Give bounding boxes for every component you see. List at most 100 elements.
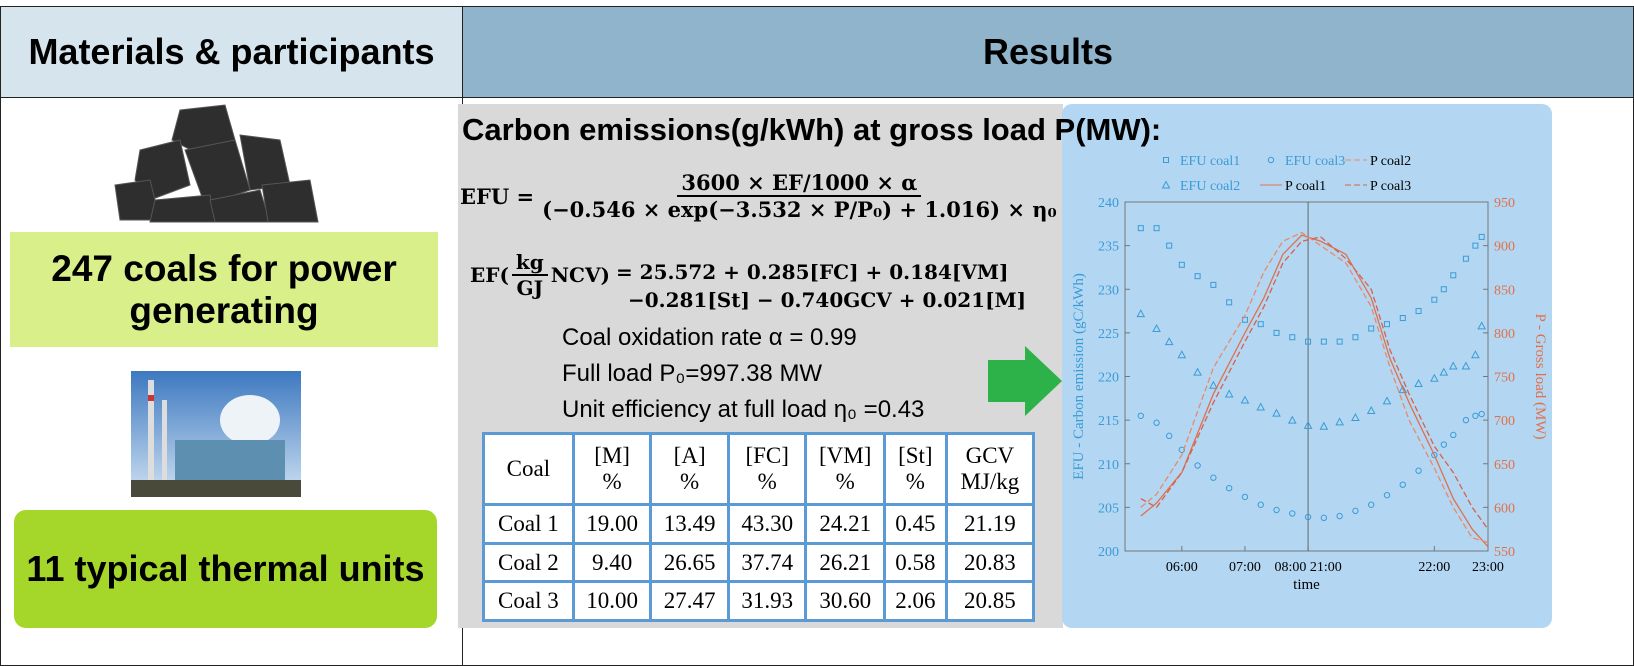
circle-point: [1415, 467, 1422, 474]
y-tick-label: 240: [1098, 196, 1119, 211]
triangle-point: [1193, 367, 1202, 376]
x-axis-label: time: [1293, 577, 1320, 593]
load-line: [1140, 234, 1489, 548]
header-text: MJ/kg: [960, 469, 1020, 495]
y2-tick-label: 550: [1494, 545, 1515, 560]
square-point: [1450, 272, 1457, 279]
cell: 20.83: [944, 541, 1036, 584]
formula-lhs: EF(kg GJ NCV): [470, 250, 610, 300]
y-tick-label: 225: [1098, 327, 1119, 342]
header-text: [St]: [898, 443, 933, 469]
header-text: %: [835, 469, 855, 495]
cell: 26.21: [804, 541, 886, 584]
square-point: [1273, 329, 1280, 336]
circle-point: [1462, 416, 1470, 424]
coal-image: [114, 104, 319, 223]
circle-point: [1273, 506, 1280, 514]
circle-point: [1165, 432, 1173, 440]
header-text: [VM]: [819, 443, 872, 469]
triangle-point: [1366, 405, 1376, 415]
circle-point: [1336, 512, 1343, 520]
triangle-point: [1136, 309, 1146, 318]
cell: 26.65: [649, 541, 730, 584]
coal-table: Coal [M]% [A]% [FC]% [VM]% [St]% GCV MJ/kg Coal …: [482, 431, 1036, 622]
circle-point: [1352, 507, 1359, 515]
unit-fraction: kg GJ: [511, 250, 548, 300]
header-text: %: [602, 469, 622, 495]
y2-tick-label: 700: [1494, 414, 1515, 429]
y-tick-label: 235: [1098, 240, 1119, 255]
triangle-point: [1461, 361, 1471, 370]
header-text: [M]: [594, 443, 630, 469]
circle-point: [1178, 446, 1186, 453]
y-tick-label: 230: [1098, 283, 1119, 298]
circle-point: [1194, 462, 1201, 469]
circle-point: [1137, 412, 1144, 419]
chart: 200 205 210 215 220 225 230 235 240 550 600 650 700 7…: [1071, 154, 1548, 593]
triangle-point: [1319, 421, 1329, 430]
unit-bottom: GJ: [516, 276, 544, 300]
formula-rhs: = 25.572 + 0.285[FC] + 0.184[VM] −0.281[S…: [616, 250, 1026, 314]
triangle-point: [1414, 378, 1423, 387]
y2-tick-label: 950: [1494, 196, 1515, 211]
header-cell: [A]%: [649, 431, 730, 507]
header-text: %: [680, 469, 700, 495]
cell: 37.74: [726, 541, 808, 584]
circle-point: [1225, 484, 1233, 492]
header-text: [A]: [673, 443, 706, 469]
y2-tick-label: 900: [1494, 240, 1515, 255]
y-tick-label: 205: [1098, 501, 1119, 516]
circle-point: [1399, 481, 1406, 488]
square-point: [1137, 225, 1144, 232]
results-title: Carbon emissions(g/kWh) at gross load P(…: [462, 112, 1162, 147]
header-cell: [FC]%: [726, 431, 808, 507]
header-row: Coal [M]% [A]% [FC]% [VM]% [St]% GCV MJ/kg: [482, 431, 1036, 507]
x-tick-label: 06:00: [1166, 560, 1198, 575]
triangle-point: [1152, 323, 1161, 333]
header-cell: GCV MJ/kg: [944, 431, 1036, 507]
formula-lhs: EFU =: [460, 183, 535, 209]
cell: 20.85: [944, 580, 1036, 622]
y2-tick-label: 750: [1494, 371, 1515, 386]
y2-tick-label: 650: [1494, 458, 1515, 473]
triangle-point: [1382, 396, 1392, 405]
cell: 9.40: [571, 541, 653, 584]
circle-point: [1440, 441, 1448, 448]
header-cell: Coal: [482, 431, 575, 507]
triangle-point: [1351, 412, 1360, 422]
cell: 19.00: [571, 503, 653, 545]
y-axis-label: EFU - Carbon emission (gC/kWh): [1071, 273, 1087, 480]
cell: 27.47: [649, 580, 730, 622]
square-point: [1336, 338, 1343, 345]
y-tick-label: 210: [1098, 458, 1119, 473]
y-tick-label: 220: [1098, 371, 1119, 386]
legend-label: P coal1: [1285, 179, 1326, 194]
cell: 10.00: [571, 580, 653, 622]
cell: 0.58: [882, 541, 948, 584]
power-plant-image: [131, 371, 301, 497]
square-point: [1478, 233, 1485, 240]
param: Full load P₀=997.38 MW: [562, 360, 823, 387]
cell: 30.60: [804, 580, 886, 622]
square-point: [1257, 321, 1264, 328]
triangle-point: [1439, 367, 1449, 376]
square-point: [1431, 296, 1438, 303]
y2-axis-label: P - Gross load (MW): [1532, 313, 1548, 439]
coals-box: 247 coals for power generating: [10, 232, 438, 347]
triangle-point: [1240, 395, 1250, 404]
param: Coal oxidation rate α = 0.99: [562, 324, 857, 351]
square-point: [1440, 286, 1447, 293]
row: Coal 3 10.00 27.47 31.93 30.60 2.06 20.85: [482, 580, 1036, 622]
circle-point: [1450, 431, 1457, 439]
cell: 0.45: [882, 503, 948, 545]
circle-point: [1257, 501, 1264, 508]
triangle-point: [1177, 350, 1187, 359]
x-tick-label: 08:00 21:00: [1274, 560, 1341, 575]
square-point: [1415, 308, 1422, 315]
y2-tick-label: 850: [1494, 283, 1515, 298]
param: Unit efficiency at full load η₀ =0.43: [562, 396, 925, 423]
circle-point: [1368, 501, 1375, 508]
load-line: [1140, 231, 1489, 543]
header-text: %: [757, 469, 777, 495]
